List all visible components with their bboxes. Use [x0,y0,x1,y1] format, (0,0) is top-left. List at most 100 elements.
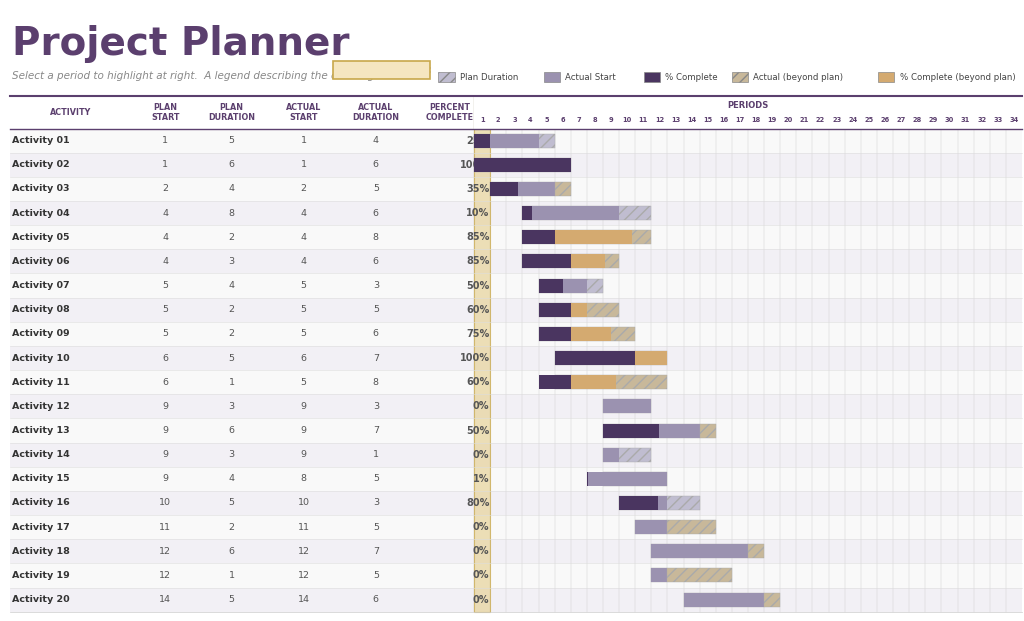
Text: 4: 4 [301,257,306,266]
Text: 10%: 10% [466,208,489,218]
Bar [909,96,926,612]
Text: 6: 6 [373,257,379,266]
Text: Activity 10: Activity 10 [12,353,70,363]
Text: 12: 12 [654,117,664,124]
Text: 8: 8 [593,117,597,124]
Text: 0%: 0% [473,571,489,581]
Text: 9: 9 [608,117,613,124]
Text: 3: 3 [373,281,379,290]
Text: Activity 14: Activity 14 [12,450,70,459]
Bar [10,129,1022,153]
Bar [539,302,570,317]
Bar [10,177,1022,201]
Text: 5: 5 [228,353,234,363]
Text: 14: 14 [687,117,696,124]
Text: 5: 5 [163,281,168,290]
Bar [716,96,732,612]
Bar [539,327,570,341]
Bar [522,230,555,244]
Bar [474,134,539,148]
Bar [620,496,657,510]
Text: 6: 6 [163,378,168,387]
Bar [668,96,684,612]
Text: Activity 02: Activity 02 [12,160,70,170]
Bar [635,520,668,534]
Text: 1: 1 [416,65,422,75]
Text: 5: 5 [373,184,379,193]
Bar [490,96,506,612]
Text: 11: 11 [298,523,309,532]
Text: 50%: 50% [466,281,489,291]
Bar [587,472,668,486]
Bar [570,327,611,341]
Text: PERIODS: PERIODS [727,101,769,110]
Text: 6: 6 [228,426,234,435]
Text: 75%: 75% [466,329,489,339]
Text: Activity 11: Activity 11 [12,378,70,387]
Bar [684,592,764,607]
Text: 30: 30 [945,117,954,124]
Bar [555,351,635,365]
Bar [651,544,748,558]
Text: 33: 33 [993,117,1002,124]
Text: 7: 7 [373,426,379,435]
Bar [812,96,828,612]
Bar [828,96,845,612]
Text: 5: 5 [301,306,306,314]
Text: 10: 10 [298,499,309,507]
Text: 10: 10 [160,499,171,507]
Bar [522,255,570,268]
Text: 7: 7 [373,353,379,363]
Text: ACTUAL
START: ACTUAL START [286,102,322,122]
Bar [10,539,1022,563]
Text: Activity 18: Activity 18 [12,547,71,556]
Text: Activity 12: Activity 12 [12,402,70,411]
Bar [797,96,812,612]
Bar [570,302,620,317]
Bar [684,592,764,607]
Text: 1: 1 [163,160,168,170]
Text: 4: 4 [228,281,234,290]
Bar [10,153,1022,177]
Text: 0%: 0% [473,522,489,532]
Text: 1: 1 [228,378,234,387]
Text: Select a period to highlight at right.  A legend describing the charting follows: Select a period to highlight at right. A… [12,71,417,81]
Bar [539,279,563,292]
Text: 5: 5 [373,306,379,314]
Text: 15: 15 [703,117,713,124]
Text: 85%: 85% [466,232,489,242]
Bar [570,255,620,268]
Text: Activity 09: Activity 09 [12,329,70,338]
Bar [603,399,651,414]
Bar [522,230,555,244]
Text: 13: 13 [671,117,680,124]
Text: 5: 5 [228,499,234,507]
Text: 1%: 1% [473,474,489,484]
Text: Activity 08: Activity 08 [12,306,70,314]
Text: % Complete: % Complete [666,73,718,81]
Bar [651,96,668,612]
Text: 6: 6 [373,595,379,604]
Text: 6: 6 [560,117,565,124]
Bar [957,96,974,612]
Text: 6: 6 [373,209,379,217]
Text: 22: 22 [816,117,825,124]
Text: PLAN
DURATION: PLAN DURATION [208,102,255,122]
Bar [474,96,490,612]
Bar [635,96,651,612]
Bar [635,520,668,534]
Bar [926,96,941,612]
Bar [555,375,570,389]
Text: 26: 26 [881,117,890,124]
Text: 1: 1 [163,136,168,145]
Text: Activity 01: Activity 01 [12,136,70,145]
Text: 3: 3 [512,117,517,124]
Text: 14: 14 [160,595,171,604]
Text: Activity 06: Activity 06 [12,257,70,266]
Text: 0%: 0% [473,546,489,556]
Bar [10,467,1022,491]
Text: Period Highlight:: Period Highlight: [337,65,431,75]
Text: 9: 9 [163,426,168,435]
Bar [522,206,532,220]
Text: 12: 12 [160,571,171,580]
